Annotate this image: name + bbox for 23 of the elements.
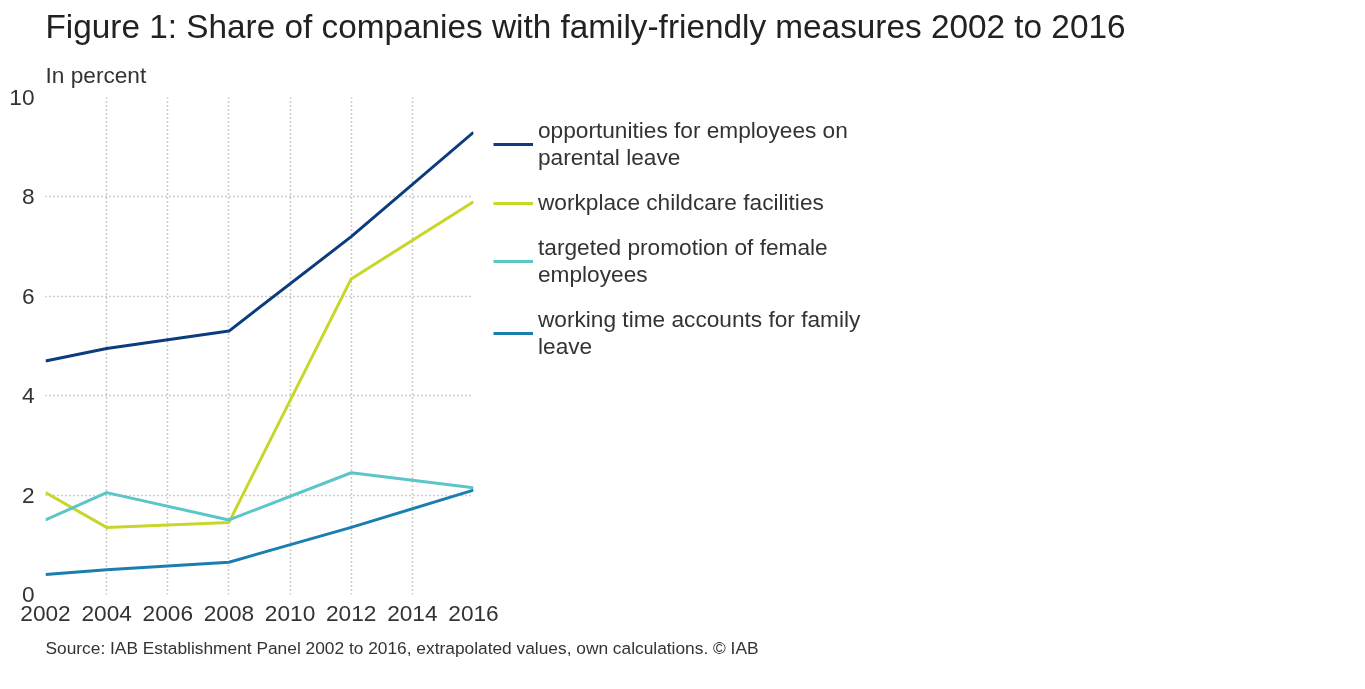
x-tick-label: 2008 [203, 599, 255, 626]
line-series [45, 130, 474, 363]
source-note: Source: IAB Establishment Panel 2002 to 2016, extrapolated values, own calculations. © IAB [45, 638, 759, 658]
line-series [45, 488, 474, 577]
line-series [45, 200, 474, 529]
x-tick-label: 2004 [81, 599, 132, 626]
line-series [45, 471, 474, 522]
legend-label: workplace childcare facilities [538, 189, 824, 216]
x-tick-label: 2006 [142, 599, 193, 626]
y-tick-label: 10 [9, 84, 35, 110]
x-tick-label: 2014 [387, 599, 438, 626]
y-tick-label: 2 [21, 481, 35, 508]
x-tick-label: 2012 [326, 599, 377, 626]
y-tick-label: 6 [21, 282, 35, 309]
y-tick-label: 8 [21, 183, 35, 210]
legend-label: targeted promotion of female employees [538, 234, 828, 288]
y-tick-label: 4 [21, 382, 35, 409]
legend-label: working time accounts for family leave [538, 306, 861, 360]
text: Figure 1: Share of companies with family-friendly measures 2002 to 2016 [45, 7, 1126, 45]
x-tick-label: 2010 [264, 599, 316, 626]
x-tick-label: 2016 [448, 599, 499, 626]
chart-subtitle: In percent [45, 61, 147, 88]
legend-label: opportunities for employees on parental leave [538, 117, 848, 171]
